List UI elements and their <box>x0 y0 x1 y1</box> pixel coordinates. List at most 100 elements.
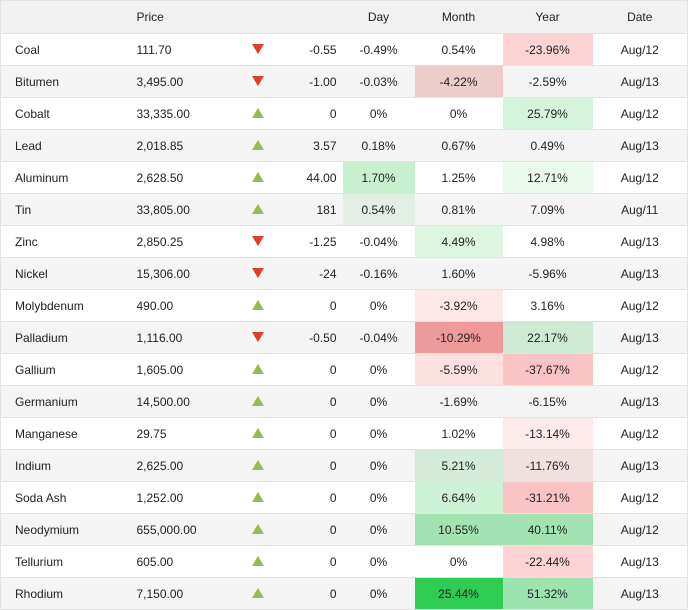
month-percent-cell: 0.67% <box>414 129 503 162</box>
triangle-up-icon <box>251 171 264 182</box>
year-percent-cell: 3.16% <box>502 289 593 322</box>
month-percent-cell: -3.92% <box>414 289 503 322</box>
header-name[interactable] <box>0 0 129 34</box>
triangle-up-icon <box>251 427 264 438</box>
day-percent-cell: 1.70% <box>342 161 415 194</box>
change-cell: 0 <box>282 577 343 610</box>
price-cell: 14,500.00 <box>128 385 233 418</box>
price-cell: 2,018.85 <box>128 129 233 162</box>
commodity-name-link[interactable]: Tellurium <box>0 545 129 578</box>
direction-icon-cell <box>232 481 283 514</box>
table-row: Aluminum 2,628.50 44.00 1.70% 1.25% 12.71% Aug… <box>0 161 688 194</box>
change-cell: 0 <box>282 513 343 546</box>
change-cell: 0 <box>282 289 343 322</box>
commodity-name-link[interactable]: Germanium <box>0 385 129 418</box>
commodity-name-link[interactable]: Rhodium <box>0 577 129 610</box>
day-percent-cell: -0.03% <box>342 65 415 98</box>
table-row: Molybdenum 490.00 0 0% -3.92% 3.16% Aug/12 <box>0 289 688 322</box>
change-cell: 0 <box>282 481 343 514</box>
month-percent-cell: 0.54% <box>414 33 503 66</box>
change-cell: 0 <box>282 385 343 418</box>
table-row: Neodymium 655,000.00 0 0% 10.55% 40.11% Aug/12 <box>0 513 688 546</box>
change-cell: -24 <box>282 257 343 290</box>
commodity-name-link[interactable]: Lead <box>0 129 129 162</box>
price-cell: 2,625.00 <box>128 449 233 482</box>
triangle-down-icon <box>251 331 264 342</box>
month-percent-cell: 0.81% <box>414 193 503 226</box>
year-percent-cell: 7.09% <box>502 193 593 226</box>
commodity-name-link[interactable]: Molybdenum <box>0 289 129 322</box>
year-percent-cell: 4.98% <box>502 225 593 258</box>
triangle-up-icon <box>251 587 264 598</box>
commodity-name-link[interactable]: Gallium <box>0 353 129 386</box>
date-cell: Aug/13 <box>592 385 688 418</box>
table-row: Bitumen 3,495.00 -1.00 -0.03% -4.22% -2.59% Au… <box>0 65 688 98</box>
header-month[interactable]: Month <box>414 0 503 34</box>
price-cell: 1,116.00 <box>128 321 233 354</box>
date-cell: Aug/12 <box>592 33 688 66</box>
commodity-name-link[interactable]: Nickel <box>0 257 129 290</box>
year-percent-cell: -31.21% <box>502 481 593 514</box>
date-cell: Aug/13 <box>592 225 688 258</box>
month-percent-cell: -1.69% <box>414 385 503 418</box>
day-percent-cell: -0.49% <box>342 33 415 66</box>
triangle-down-icon <box>251 43 264 54</box>
header-year[interactable]: Year <box>502 0 593 34</box>
year-percent-cell: 40.11% <box>502 513 593 546</box>
commodity-name-link[interactable]: Neodymium <box>0 513 129 546</box>
table-row: Palladium 1,116.00 -0.50 -0.04% -10.29% 22.17… <box>0 321 688 354</box>
direction-icon-cell <box>232 193 283 226</box>
commodity-name-link[interactable]: Soda Ash <box>0 481 129 514</box>
year-percent-cell: 12.71% <box>502 161 593 194</box>
month-percent-cell: -10.29% <box>414 321 503 354</box>
header-date[interactable]: Date <box>592 0 688 34</box>
header-price[interactable]: Price <box>128 0 233 34</box>
day-percent-cell: 0% <box>342 97 415 130</box>
triangle-up-icon <box>251 203 264 214</box>
change-cell: -1.00 <box>282 65 343 98</box>
date-cell: Aug/13 <box>592 65 688 98</box>
triangle-up-icon <box>251 139 264 150</box>
direction-icon-cell <box>232 97 283 130</box>
commodity-name-link[interactable]: Palladium <box>0 321 129 354</box>
date-cell: Aug/13 <box>592 449 688 482</box>
table-row: Rhodium 7,150.00 0 0% 25.44% 51.32% Aug/13 <box>0 577 688 610</box>
direction-icon-cell <box>232 65 283 98</box>
month-percent-cell: 5.21% <box>414 449 503 482</box>
day-percent-cell: -0.04% <box>342 321 415 354</box>
change-cell: 0 <box>282 449 343 482</box>
month-percent-cell: -5.59% <box>414 353 503 386</box>
day-percent-cell: 0% <box>342 289 415 322</box>
day-percent-cell: 0% <box>342 545 415 578</box>
month-percent-cell: 1.25% <box>414 161 503 194</box>
year-percent-cell: -22.44% <box>502 545 593 578</box>
triangle-down-icon <box>251 235 264 246</box>
change-cell: 3.57 <box>282 129 343 162</box>
commodity-name-link[interactable]: Manganese <box>0 417 129 450</box>
date-cell: Aug/12 <box>592 513 688 546</box>
triangle-up-icon <box>251 395 264 406</box>
commodity-name-link[interactable]: Cobalt <box>0 97 129 130</box>
month-percent-cell: -4.22% <box>414 65 503 98</box>
day-percent-cell: 0% <box>342 353 415 386</box>
table-row: Lead 2,018.85 3.57 0.18% 0.67% 0.49% Aug/13 <box>0 129 688 162</box>
table-row: Manganese 29.75 0 0% 1.02% -13.14% Aug/12 <box>0 417 688 450</box>
commodity-name-link[interactable]: Indium <box>0 449 129 482</box>
header-day[interactable]: Day <box>342 0 415 34</box>
year-percent-cell: -37.67% <box>502 353 593 386</box>
change-cell: 44.00 <box>282 161 343 194</box>
table-row: Germanium 14,500.00 0 0% -1.69% -6.15% Aug/13 <box>0 385 688 418</box>
commodity-name-link[interactable]: Aluminum <box>0 161 129 194</box>
year-percent-cell: -5.96% <box>502 257 593 290</box>
commodity-name-link[interactable]: Coal <box>0 33 129 66</box>
commodity-name-link[interactable]: Bitumen <box>0 65 129 98</box>
year-percent-cell: 22.17% <box>502 321 593 354</box>
direction-icon-cell <box>232 321 283 354</box>
commodity-name-link[interactable]: Zinc <box>0 225 129 258</box>
table-row: Indium 2,625.00 0 0% 5.21% -11.76% Aug/13 <box>0 449 688 482</box>
commodity-name-link[interactable]: Tin <box>0 193 129 226</box>
triangle-up-icon <box>251 523 264 534</box>
day-percent-cell: 0% <box>342 481 415 514</box>
direction-icon-cell <box>232 513 283 546</box>
day-percent-cell: -0.16% <box>342 257 415 290</box>
